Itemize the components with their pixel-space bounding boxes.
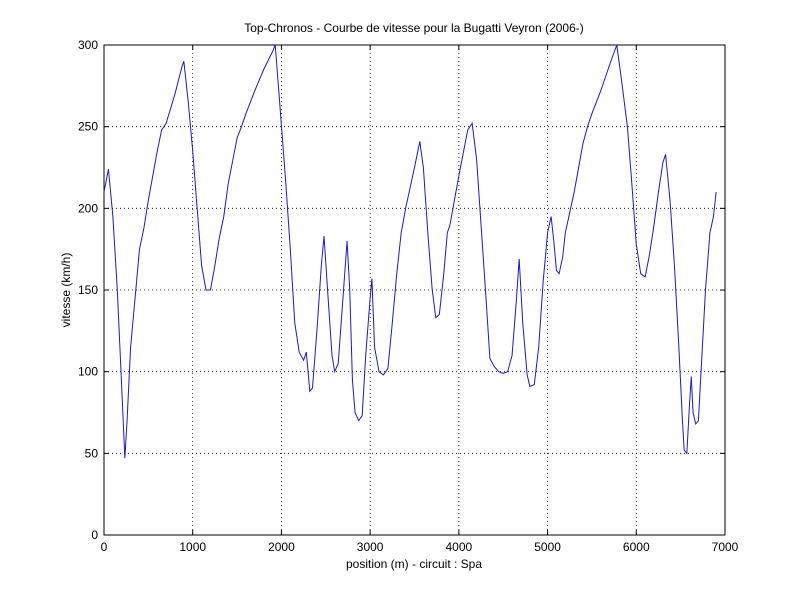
y-axis-label: vitesse (km/h): [59, 253, 73, 328]
speed-line: [103, 44, 717, 459]
y-tick-label: 250: [78, 120, 98, 134]
x-tick-label: 5000: [534, 540, 561, 554]
x-tick-label: 6000: [623, 540, 650, 554]
x-tick-label: 0: [101, 540, 108, 554]
x-tick-label: 4000: [446, 540, 473, 554]
y-tick-label: 100: [78, 365, 98, 379]
x-tick-label: 7000: [712, 540, 739, 554]
y-tick-label: 50: [85, 446, 99, 460]
x-axis-label: position (m) - circuit : Spa: [346, 557, 482, 571]
y-tick-label: 300: [78, 38, 98, 52]
y-tick-label: 200: [78, 201, 98, 215]
x-tick-label: 2000: [268, 540, 295, 554]
plot-frame: [103, 44, 726, 536]
x-tick-label: 3000: [357, 540, 384, 554]
y-tick-label: 150: [78, 283, 98, 297]
chart-title: Top-Chronos - Courbe de vitesse pour la …: [244, 21, 584, 35]
y-tick-label: 0: [91, 528, 98, 542]
x-tick-label: 1000: [179, 540, 206, 554]
